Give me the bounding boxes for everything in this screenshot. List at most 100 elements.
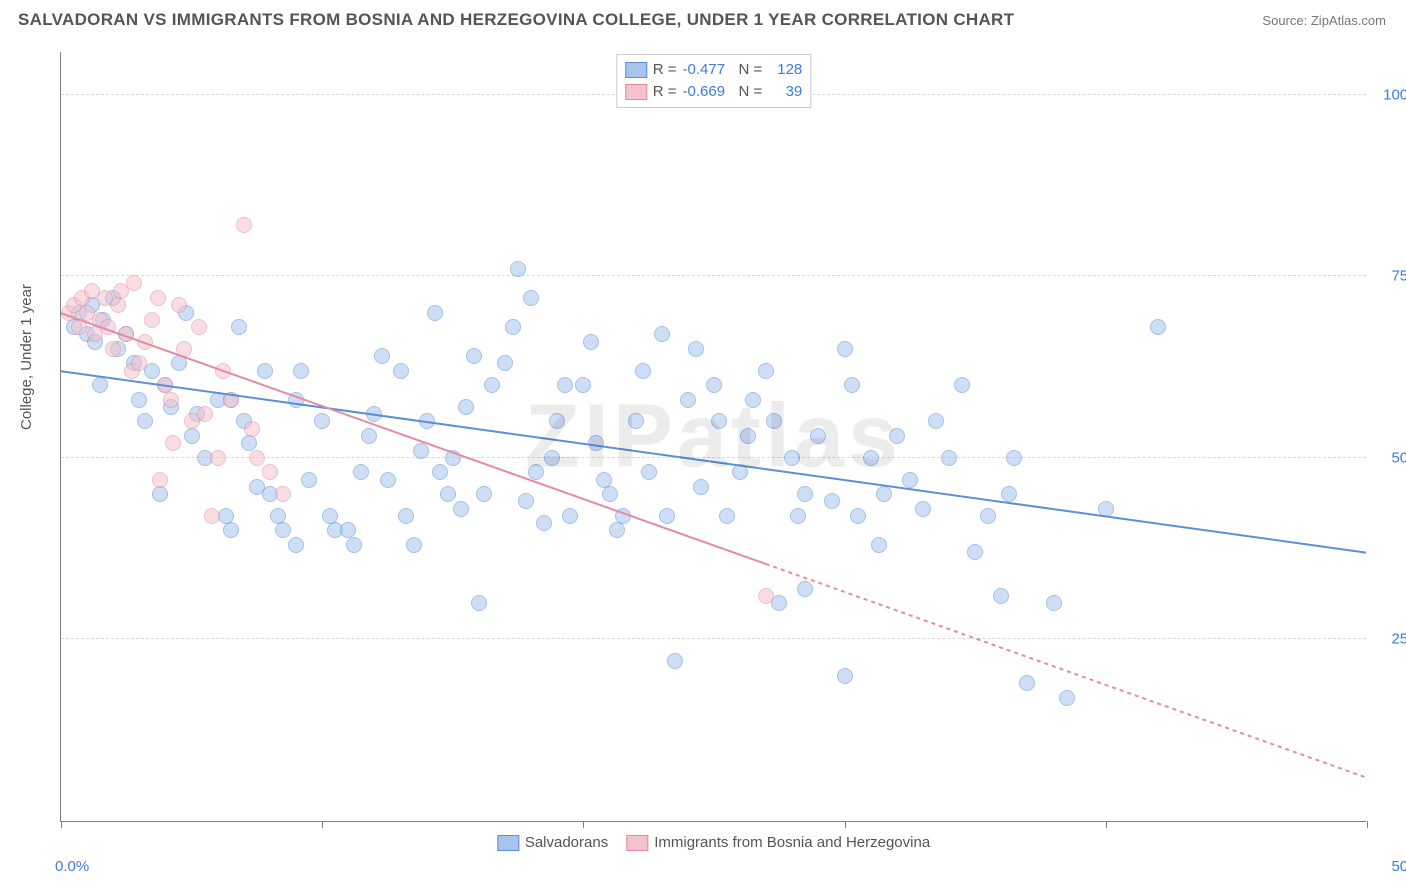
source-credit: Source: ZipAtlas.com xyxy=(1262,13,1386,28)
data-point xyxy=(575,377,591,393)
data-point xyxy=(588,435,604,451)
data-point xyxy=(440,486,456,502)
data-point xyxy=(432,464,448,480)
chart-title: SALVADORAN VS IMMIGRANTS FROM BOSNIA AND… xyxy=(18,10,1014,30)
data-point xyxy=(204,508,220,524)
x-tick xyxy=(1367,821,1368,828)
data-point xyxy=(419,413,435,429)
gridline xyxy=(61,275,1366,276)
data-point xyxy=(837,668,853,684)
data-point xyxy=(301,472,317,488)
legend-row: R =-0.477N =128 xyxy=(625,59,803,81)
data-point xyxy=(110,297,126,313)
data-point xyxy=(497,355,513,371)
data-point xyxy=(562,508,578,524)
data-point xyxy=(549,413,565,429)
data-point xyxy=(353,464,369,480)
data-point xyxy=(863,450,879,466)
data-point xyxy=(1046,595,1062,611)
data-point xyxy=(528,464,544,480)
data-point xyxy=(654,326,670,342)
data-point xyxy=(165,435,181,451)
data-point xyxy=(413,443,429,459)
data-point xyxy=(719,508,735,524)
data-point xyxy=(366,406,382,422)
data-point xyxy=(680,392,696,408)
legend-swatch xyxy=(625,62,647,78)
data-point xyxy=(163,392,179,408)
data-point xyxy=(137,413,153,429)
data-point xyxy=(758,588,774,604)
data-point xyxy=(711,413,727,429)
data-point xyxy=(797,486,813,502)
data-point xyxy=(453,501,469,517)
data-point xyxy=(871,537,887,553)
x-tick xyxy=(322,821,323,828)
x-tick xyxy=(845,821,846,828)
x-tick xyxy=(61,821,62,828)
data-point xyxy=(171,297,187,313)
x-tick xyxy=(1106,821,1107,828)
data-point xyxy=(628,413,644,429)
data-point xyxy=(1059,690,1075,706)
data-point xyxy=(314,413,330,429)
data-point xyxy=(210,450,226,466)
y-axis-label: College, Under 1 year xyxy=(18,284,35,430)
data-point xyxy=(915,501,931,517)
data-point xyxy=(152,472,168,488)
data-point xyxy=(1006,450,1022,466)
x-tick xyxy=(583,821,584,828)
y-tick-label: 25.0% xyxy=(1391,631,1406,648)
correlation-legend: R =-0.477N =128R =-0.669N =39 xyxy=(616,54,812,108)
data-point xyxy=(361,428,377,444)
data-point xyxy=(850,508,866,524)
data-point xyxy=(176,341,192,357)
data-point xyxy=(275,522,291,538)
gridline xyxy=(61,638,1366,639)
data-point xyxy=(406,537,422,553)
data-point xyxy=(231,319,247,335)
data-point xyxy=(732,464,748,480)
data-point xyxy=(293,363,309,379)
data-point xyxy=(223,392,239,408)
legend-swatch xyxy=(497,835,519,851)
data-point xyxy=(889,428,905,444)
data-point xyxy=(758,363,774,379)
data-point xyxy=(484,377,500,393)
data-point xyxy=(137,334,153,350)
y-tick-label: 100.0% xyxy=(1383,86,1406,103)
series-legend: SalvadoransImmigrants from Bosnia and He… xyxy=(497,834,930,851)
data-point xyxy=(71,319,87,335)
data-point xyxy=(118,326,134,342)
data-point xyxy=(241,435,257,451)
data-point xyxy=(152,486,168,502)
data-point xyxy=(967,544,983,560)
legend-swatch xyxy=(625,84,647,100)
data-point xyxy=(659,508,675,524)
y-tick-label: 75.0% xyxy=(1391,268,1406,285)
data-point xyxy=(427,305,443,321)
data-point xyxy=(745,392,761,408)
data-point xyxy=(596,472,612,488)
data-point xyxy=(518,493,534,509)
data-point xyxy=(262,464,278,480)
data-point xyxy=(583,334,599,350)
data-point xyxy=(609,522,625,538)
data-point xyxy=(810,428,826,444)
data-point xyxy=(980,508,996,524)
data-point xyxy=(740,428,756,444)
data-point xyxy=(131,392,147,408)
data-point xyxy=(635,363,651,379)
data-point xyxy=(876,486,892,502)
data-point xyxy=(706,377,722,393)
data-point xyxy=(244,421,260,437)
data-point xyxy=(784,450,800,466)
data-point xyxy=(523,290,539,306)
data-point xyxy=(105,341,121,357)
data-point xyxy=(223,522,239,538)
data-point xyxy=(693,479,709,495)
data-point xyxy=(398,508,414,524)
data-point xyxy=(257,363,273,379)
data-point xyxy=(797,581,813,597)
data-point xyxy=(275,486,291,502)
